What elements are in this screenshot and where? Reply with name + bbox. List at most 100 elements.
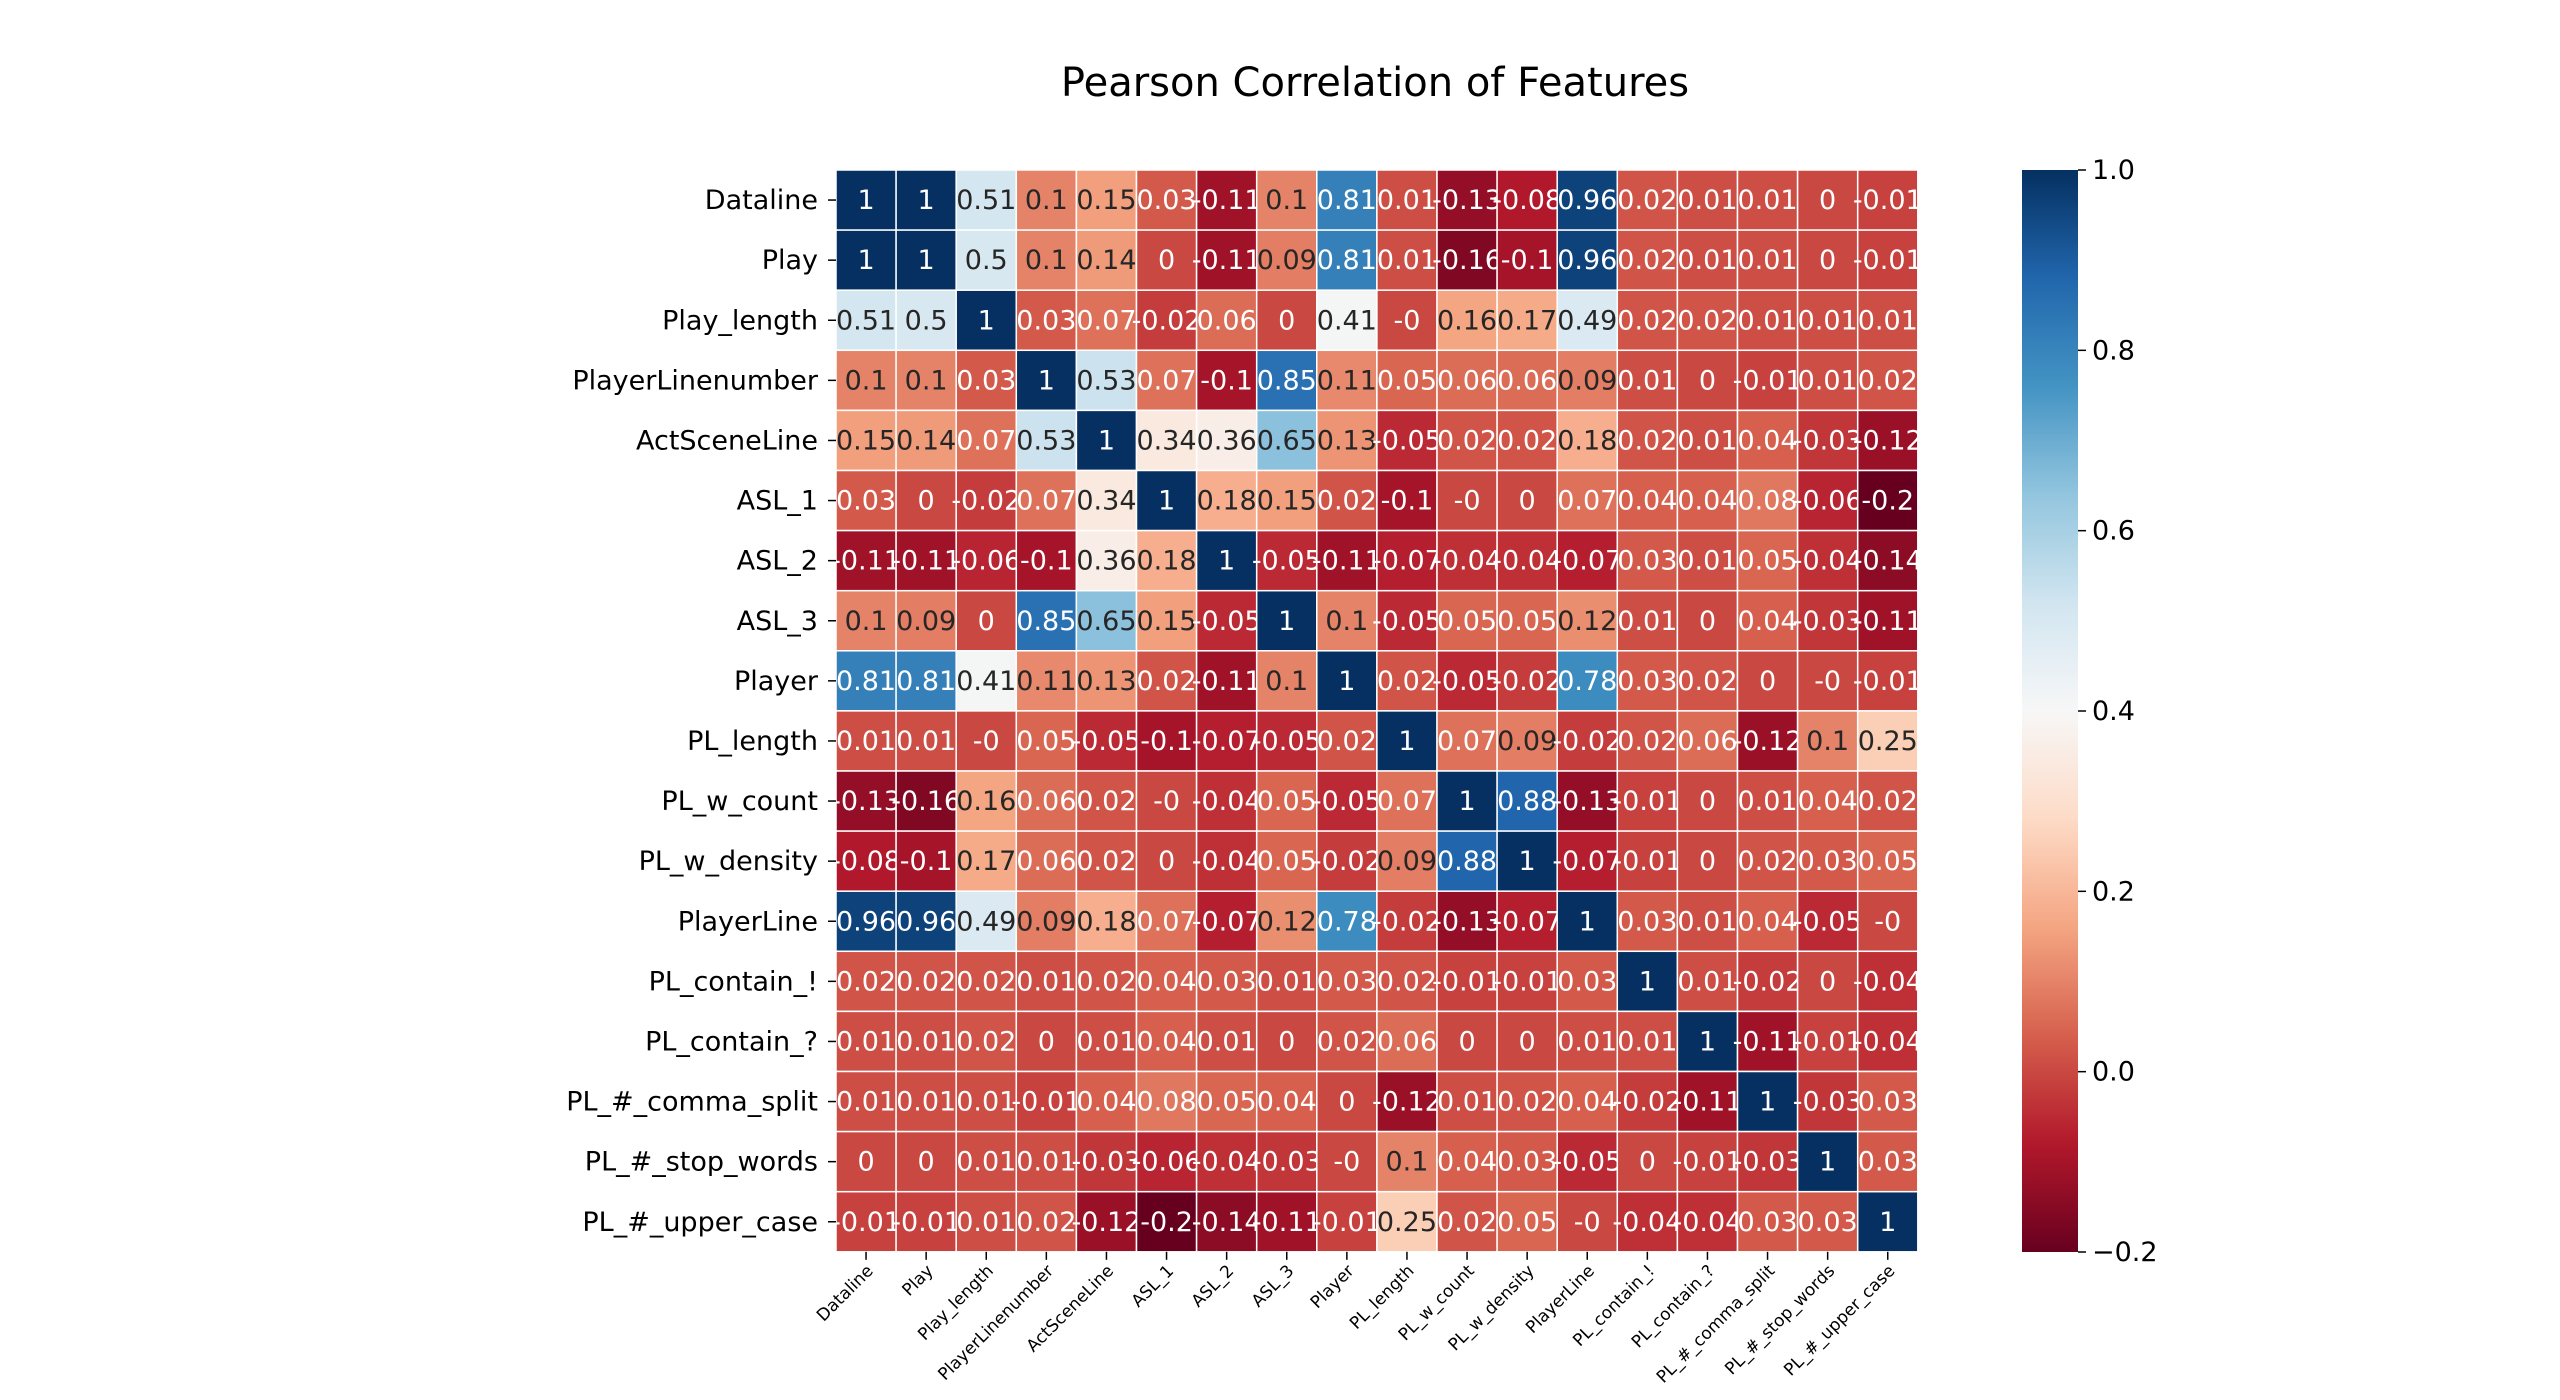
heatmap-cell — [1616, 529, 1679, 592]
cell-value-label: 0.02 — [1858, 786, 1918, 817]
cell-value-label: 0.15 — [1076, 185, 1136, 216]
colorbar: 1.0 0.8 0.6 0.4 0.2 0.0 −0.2 — [2022, 155, 2158, 1268]
cell-value-label: 0.01 — [1557, 1026, 1617, 1057]
row-label: Play_length — [662, 305, 818, 336]
heatmap-cell — [1856, 1190, 1919, 1253]
row-label: ASL_3 — [737, 606, 818, 637]
cell-value-label: 0 — [1699, 365, 1716, 396]
heatmap-cell — [1015, 950, 1078, 1013]
heatmap-cell — [1616, 830, 1679, 892]
cell-value-label: 0.01 — [1377, 185, 1437, 216]
heatmap-cell — [835, 890, 897, 953]
row-label: PL_length — [687, 726, 818, 757]
heatmap-cell — [1436, 1130, 1498, 1193]
cell-value-label: 0.02 — [896, 966, 956, 997]
cell-value-label: -0.04 — [1853, 1026, 1923, 1057]
cell-value-label: 0.07 — [1076, 305, 1136, 336]
heatmap-cell — [1376, 710, 1438, 772]
heatmap-cell — [1015, 890, 1078, 953]
cell-value-label: 0.81 — [1317, 245, 1377, 276]
cell-value-label: -0.03 — [1793, 606, 1863, 637]
heatmap-cell — [1135, 1070, 1198, 1133]
heatmap-cell — [1736, 1130, 1799, 1193]
cell-value-label: 0.01 — [1737, 305, 1797, 336]
cell-value-label: -0.05 — [1372, 425, 1442, 456]
heatmap-cell — [1316, 890, 1378, 953]
cell-value-label: 0.02 — [956, 966, 1016, 997]
heatmap-cell — [1496, 770, 1558, 832]
cell-value-label: 0.03 — [956, 365, 1016, 396]
cell-value-label: -0.01 — [1612, 846, 1682, 877]
heatmap-cell — [1075, 229, 1138, 291]
cell-value-label: 0.13 — [1317, 425, 1377, 456]
heatmap-cell — [1496, 950, 1558, 1013]
cell-value-label: 0.03 — [1136, 185, 1196, 216]
heatmap-cell — [1676, 890, 1739, 953]
cell-value-label: -0 — [973, 726, 1000, 757]
cell-value-label: 0.02 — [1677, 305, 1737, 336]
cell-value-label: 0.01 — [956, 1147, 1016, 1178]
cell-value-label: -0.01 — [1733, 365, 1803, 396]
cell-value-label: 0.17 — [1497, 305, 1557, 336]
cell-value-label: 0.04 — [1136, 1026, 1196, 1057]
heatmap-cell — [1616, 890, 1679, 953]
cell-value-label: -0.06 — [1132, 1147, 1202, 1178]
colorbar-tick-label: 0.2 — [2092, 876, 2135, 907]
cell-value-label: 0 — [1819, 245, 1836, 276]
heatmap-cell — [1316, 469, 1378, 532]
heatmap-cell — [1195, 529, 1258, 592]
cell-value-label: 0 — [1519, 1026, 1536, 1057]
cell-value-label: 0.41 — [1317, 305, 1377, 336]
heatmap-cell — [1015, 589, 1078, 652]
cell-value-label: -0.01 — [891, 1207, 961, 1238]
cell-value-label: 0.09 — [1557, 365, 1617, 396]
colorbar-tick-label: 0.0 — [2092, 1057, 2135, 1088]
cell-value-label: 0.01 — [1197, 1026, 1257, 1057]
row-label: Dataline — [705, 185, 818, 216]
cell-value-label: -0.05 — [1552, 1147, 1622, 1178]
cell-value-label: 0 — [1699, 786, 1716, 817]
cell-value-label: 0.04 — [1076, 1087, 1136, 1118]
cell-value-label: -0.11 — [1192, 185, 1262, 216]
heatmap-cell — [1075, 950, 1138, 1013]
heatmap-cell — [1316, 950, 1378, 1013]
cell-value-label: 0 — [1278, 305, 1295, 336]
cell-value-label: -0 — [1393, 305, 1420, 336]
cell-value-label: 1 — [1519, 846, 1536, 877]
heatmap-cell — [895, 289, 957, 352]
cell-value-label: 0.05 — [1737, 546, 1797, 577]
cell-value-label: 0.01 — [1016, 966, 1076, 997]
cell-value-label: 0.04 — [1737, 425, 1797, 456]
cell-value-label: 0.01 — [1377, 245, 1437, 276]
heatmap-cell — [1255, 349, 1318, 412]
cell-value-label: -0.13 — [1432, 185, 1502, 216]
cell-value-label: -0.01 — [1011, 1087, 1081, 1118]
cell-value-label: 0.05 — [1257, 786, 1317, 817]
heatmap-cell — [1556, 289, 1619, 352]
cell-value-label: -0.07 — [1552, 546, 1622, 577]
column-label: PL_#_upper_case — [1780, 1261, 1899, 1380]
heatmap-cell — [1135, 1130, 1198, 1193]
cell-value-label: -0.11 — [831, 546, 901, 577]
column-label: Play — [898, 1261, 937, 1300]
cell-value-label: 0.07 — [1136, 365, 1196, 396]
cell-value-label: 0.02 — [1136, 666, 1196, 697]
column-label: PlayerLinenumber — [934, 1261, 1058, 1385]
heatmap-cell — [1316, 1190, 1378, 1253]
heatmap-cell — [955, 830, 1018, 892]
cell-value-label: 0 — [1639, 1147, 1656, 1178]
cell-value-label: 0.1 — [1265, 185, 1308, 216]
cell-value-label: 0.18 — [1557, 425, 1617, 456]
cell-value-label: 0.15 — [836, 425, 896, 456]
cell-value-label: 0.01 — [1677, 906, 1737, 937]
heatmap-cell — [1616, 169, 1679, 231]
row-label: PL_w_count — [661, 786, 818, 817]
heatmap-cell — [1736, 469, 1799, 532]
cell-value-label: -0.06 — [1793, 486, 1863, 517]
heatmap-cells: 1 1 0.51 0.1 0.15 0.03-0.11 0.1 0.81 0.01-0.13-0… — [831, 169, 1923, 1253]
cell-value-label: 0.04 — [1257, 1087, 1317, 1118]
heatmap-cell — [1316, 650, 1378, 712]
cell-value-label: 0.01 — [836, 1087, 896, 1118]
heatmap-cell — [1736, 710, 1799, 772]
heatmap-cell — [1015, 770, 1078, 832]
